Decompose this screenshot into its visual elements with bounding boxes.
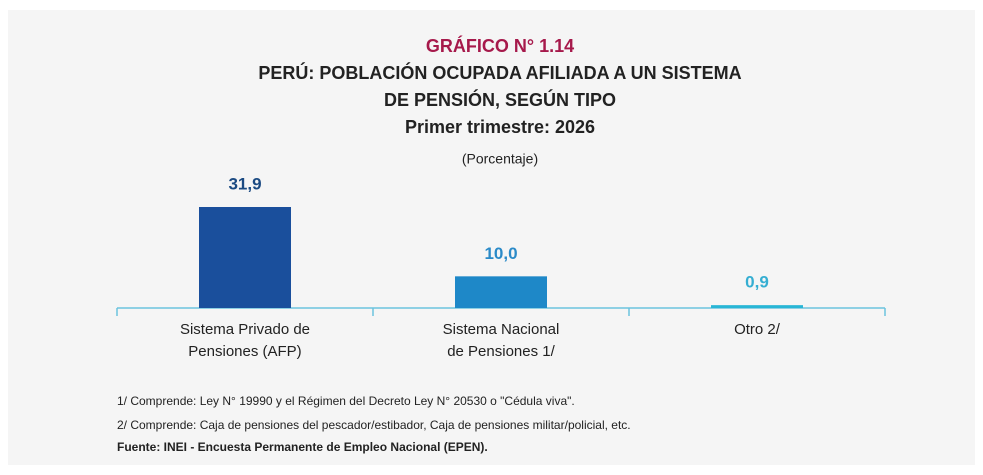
x-tick-label: Otro 2/ <box>734 321 781 338</box>
x-tick-label: Sistema Nacional <box>443 321 560 338</box>
value-label: 10,0 <box>484 244 517 263</box>
footnote: 2/ Comprende: Caja de pensiones del pesc… <box>117 418 631 432</box>
bar <box>711 305 803 308</box>
chart-subtitle: Primer trimestre: 2026 <box>405 117 595 137</box>
source: Fuente: INEI - Encuesta Permanente de Em… <box>117 440 488 454</box>
chart-subtitle: PERÚ: POBLACIÓN OCUPADA AFILIADA A UN SI… <box>258 62 741 83</box>
unit-label: (Porcentaje) <box>462 151 538 167</box>
value-label: 31,9 <box>228 174 261 193</box>
panel <box>8 10 975 465</box>
x-tick-label: de Pensiones 1/ <box>447 343 555 360</box>
x-tick-label: Pensiones (AFP) <box>188 343 301 360</box>
value-label: 0,9 <box>745 273 769 292</box>
footnote: 1/ Comprende: Ley N° 19990 y el Régimen … <box>117 394 575 408</box>
chart-subtitle: DE PENSIÓN, SEGÚN TIPO <box>384 89 616 110</box>
bar <box>455 276 547 308</box>
chart-title: GRÁFICO N° 1.14 <box>426 35 574 56</box>
bar <box>199 207 291 308</box>
x-tick-label: Sistema Privado de <box>180 321 310 338</box>
